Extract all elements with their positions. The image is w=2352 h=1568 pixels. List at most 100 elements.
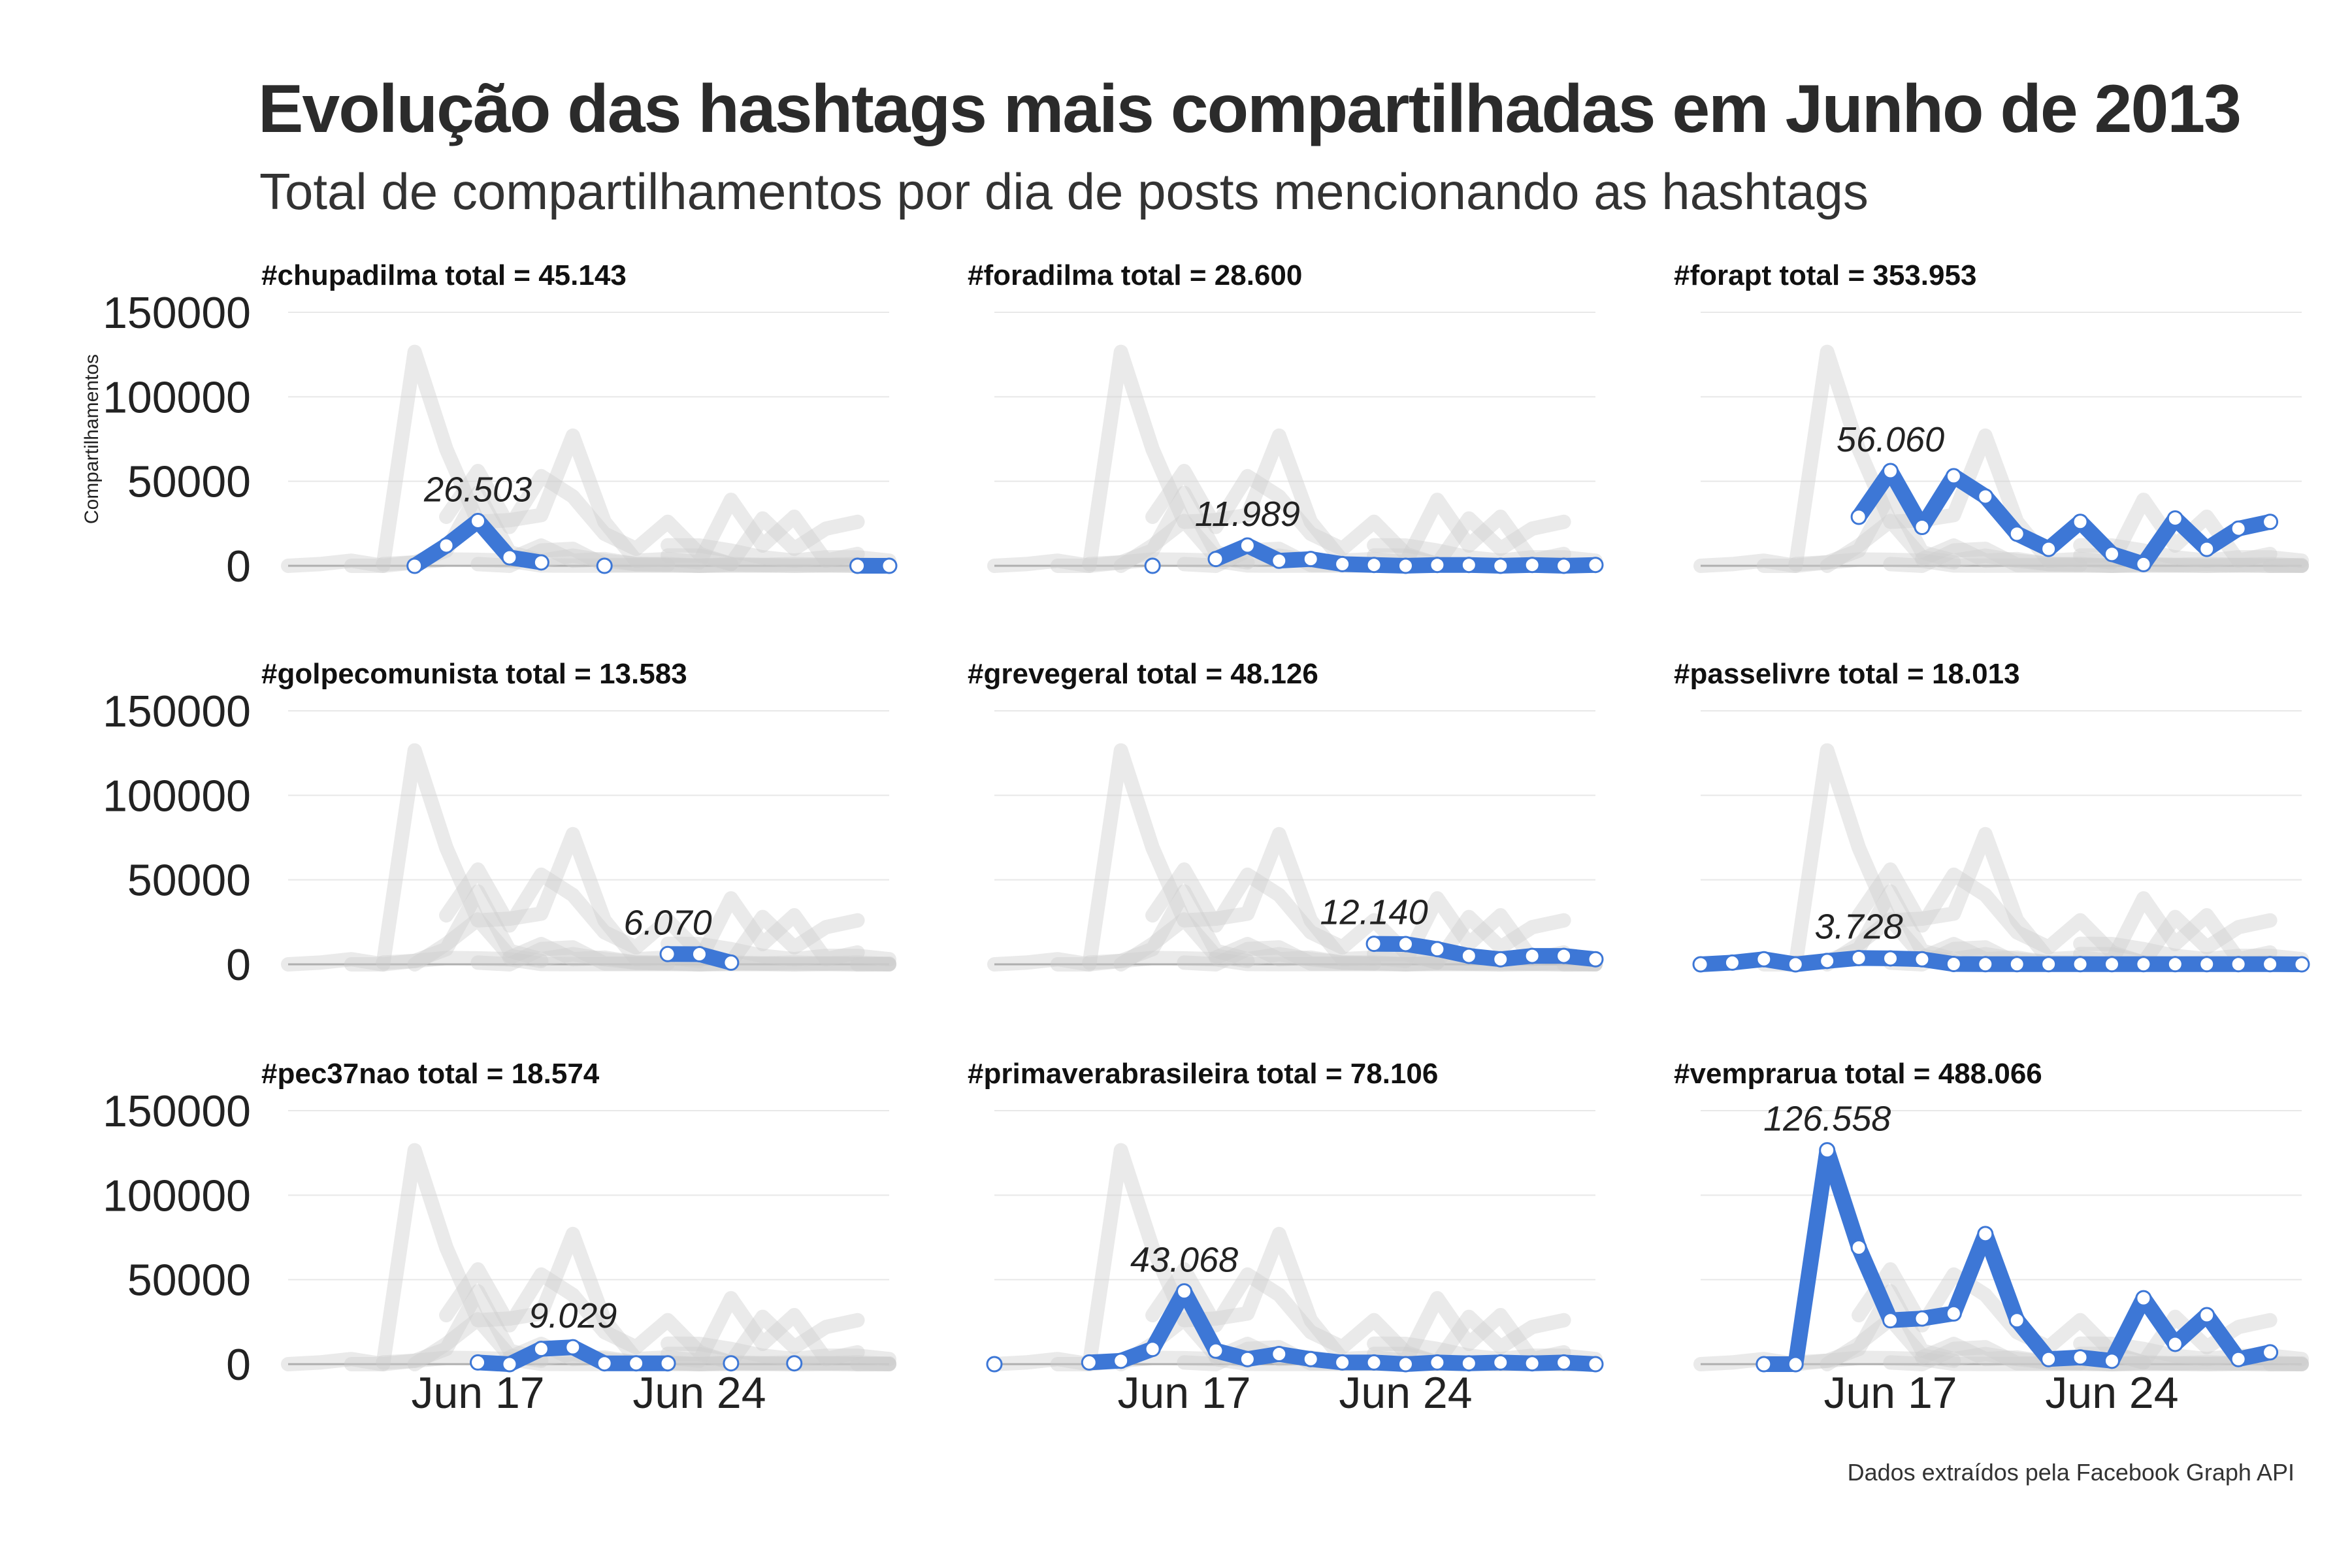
- data-point: [1556, 557, 1573, 574]
- background-series-line: [407, 1312, 896, 1371]
- data-point: [2103, 956, 2120, 973]
- y-axis-title: Compartilhamentos: [81, 354, 103, 524]
- data-point: [1365, 557, 1382, 574]
- data-point: [723, 1355, 740, 1372]
- background-series-line: [2073, 538, 2309, 568]
- data-point: [1207, 551, 1224, 568]
- data-point: [1429, 941, 1446, 958]
- background-series-line: [344, 344, 865, 573]
- data-point: [470, 512, 487, 529]
- x-tick-label: Jun 24: [632, 1368, 766, 1418]
- y-tick-label: 100000: [103, 771, 251, 821]
- peak-value-label: 3.728: [1815, 907, 1903, 946]
- data-point: [1914, 519, 1931, 536]
- data-point: [596, 557, 613, 574]
- data-point: [2230, 1350, 2247, 1367]
- highlight-series-line: [1756, 1142, 2278, 1372]
- data-point: [532, 554, 549, 571]
- data-point: [986, 1356, 1003, 1373]
- background-series-line: [439, 1262, 865, 1370]
- background-series-line: [281, 951, 896, 972]
- data-point: [596, 1355, 613, 1372]
- data-point: [1850, 1239, 1867, 1256]
- data-point: [1914, 1310, 1931, 1327]
- facet-title: #golpecomunista total = 13.583: [261, 658, 687, 690]
- peak-value-label: 56.060: [1837, 420, 1944, 459]
- background-series-line: [1914, 538, 2309, 573]
- background-series-line: [1756, 743, 2278, 972]
- data-point: [438, 537, 455, 554]
- data-point: [1365, 1354, 1382, 1371]
- data-point: [2040, 956, 2057, 973]
- background-series-line: [661, 548, 738, 572]
- data-point: [532, 1341, 549, 1358]
- data-point: [691, 945, 708, 962]
- data-point: [1977, 956, 1994, 973]
- data-point: [1207, 1342, 1224, 1359]
- peak-value-label: 11.989: [1195, 495, 1300, 534]
- peak-value-label: 26.503: [423, 470, 532, 509]
- peak-value-label: 6.070: [623, 903, 711, 942]
- data-point: [1524, 557, 1541, 574]
- y-tick-label: 0: [226, 1340, 251, 1390]
- data-point: [1334, 555, 1351, 572]
- data-point: [2230, 956, 2247, 973]
- chart-title: Evolução das hashtags mais compartilhada…: [258, 71, 2242, 147]
- data-point: [1945, 955, 1962, 972]
- data-point: [659, 1355, 676, 1372]
- data-point: [2198, 956, 2215, 973]
- data-point: [1460, 557, 1477, 574]
- data-point: [1819, 953, 1836, 970]
- peak-value-label: 12.140: [1320, 893, 1428, 932]
- data-point: [2166, 1335, 2183, 1352]
- data-point: [2135, 555, 2152, 572]
- background-series-line: [1145, 862, 1571, 970]
- data-point: [1945, 1305, 1962, 1322]
- data-point: [1882, 463, 1899, 480]
- data-point: [2103, 1352, 2120, 1369]
- data-point: [2262, 956, 2279, 973]
- x-tick-label: Jun 17: [1117, 1368, 1250, 1418]
- data-point: [2103, 546, 2120, 563]
- data-point: [2198, 540, 2215, 557]
- data-point: [1271, 1345, 1288, 1362]
- data-point: [1756, 951, 1772, 968]
- data-point: [1787, 956, 1804, 973]
- data-point: [2166, 956, 2183, 973]
- background-series-line: [1050, 743, 1571, 972]
- peak-value-label: 9.029: [529, 1296, 617, 1335]
- background-series-line: [1852, 862, 2278, 970]
- background-series-line: [439, 464, 865, 572]
- data-point: [501, 549, 518, 566]
- data-point: [2008, 525, 2025, 542]
- background-series-line: [1050, 1143, 1571, 1371]
- y-tick-label: 150000: [103, 1086, 251, 1136]
- facet-title: #foradilma total = 28.600: [968, 259, 1302, 291]
- data-point: [2008, 1312, 2025, 1329]
- facet-title: #grevegeral total = 48.126: [968, 658, 1318, 690]
- data-point: [1524, 947, 1541, 964]
- data-point: [2293, 956, 2310, 973]
- x-tick-label: Jun 24: [2045, 1368, 2178, 1418]
- data-point: [1914, 951, 1931, 968]
- data-point: [1524, 1355, 1541, 1372]
- facet-panel-chupadilma: 0 50000 100000 150000 26.503 #chupadilma tota…: [103, 259, 898, 591]
- background-series-line: [439, 862, 865, 970]
- data-point: [470, 1354, 487, 1371]
- data-point: [564, 1339, 581, 1356]
- y-tick-label: 150000: [103, 687, 251, 736]
- data-point: [1723, 954, 1740, 971]
- facet-panel-primaverabrasileira: Jun 17 Jun 24 43.068 #primaverabrasileira t…: [968, 1058, 1604, 1418]
- peak-value-label: 43.068: [1130, 1241, 1238, 1280]
- background-series-line: [661, 538, 896, 568]
- facet-panel-foradilma: 11.989 #foradilma total = 28.600: [968, 259, 1604, 574]
- data-point: [501, 1356, 518, 1373]
- data-point: [1334, 1354, 1351, 1371]
- facet-panel-grevegeral: 12.140 #grevegeral total = 48.126: [968, 658, 1604, 972]
- background-series-line: [376, 485, 896, 573]
- y-tick-label: 150000: [103, 288, 251, 338]
- facet-title: #pec37nao total = 18.574: [261, 1058, 600, 1090]
- data-point: [849, 557, 866, 574]
- data-point: [2072, 956, 2089, 973]
- data-point: [1945, 468, 1962, 485]
